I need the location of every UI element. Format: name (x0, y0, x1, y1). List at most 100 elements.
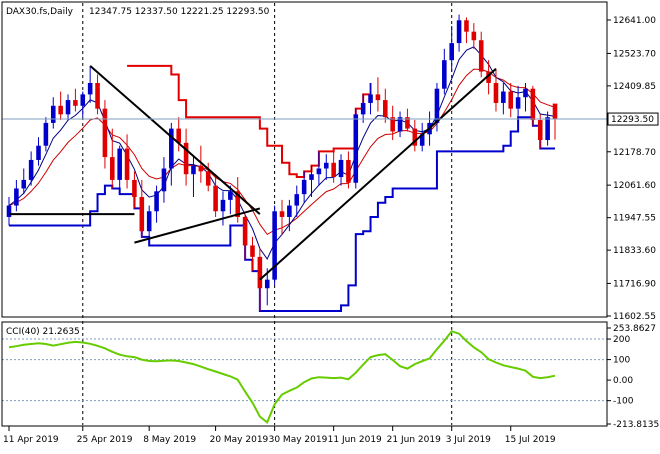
candle-body (228, 191, 233, 200)
candle-body (242, 216, 248, 246)
candle-body (486, 71, 491, 83)
time-tick-label: 15 Jul 2019 (505, 435, 556, 445)
candle-body (124, 148, 130, 180)
price-tick-label: 12061.60 (613, 181, 656, 191)
candle-body (176, 128, 181, 143)
candle-body (545, 117, 550, 141)
candle-body (6, 205, 12, 217)
candle-body (257, 256, 263, 289)
candle-body (21, 179, 27, 189)
candle-body (14, 188, 19, 206)
candle-body (117, 148, 122, 180)
time-axis: 11 Apr 2019 25 Apr 2019 8 May 2019 20 May 2… (3, 426, 556, 445)
time-tick-label: 11 Apr 2019 (3, 435, 59, 445)
cci-tick-label: -100 (613, 397, 634, 407)
candle-body (368, 94, 373, 103)
price-tick-label: 12178.70 (613, 148, 656, 158)
trendlines (9, 65, 497, 281)
candle-body (58, 105, 63, 115)
candle-body (493, 82, 499, 103)
price-tick-label: 12641.00 (613, 16, 656, 26)
trendline-ascending (259, 67, 497, 281)
candle-body (36, 145, 41, 160)
candle-body (132, 179, 137, 198)
candle-body (449, 43, 454, 61)
candle-body (515, 97, 521, 109)
candle-body (397, 117, 403, 132)
time-tick-label: 25 Apr 2019 (77, 435, 133, 445)
candle-body (316, 168, 322, 175)
time-tick-label: 20 May 2019 (210, 435, 269, 445)
candle-body (169, 128, 174, 169)
candle-body (279, 211, 285, 217)
candle-body (375, 94, 381, 101)
support-trail (9, 116, 555, 313)
price-tick-label: 11716.90 (613, 279, 656, 289)
time-tick-label: 3 Jul 2019 (446, 435, 491, 445)
candle-body (43, 122, 49, 146)
candles (6, 14, 558, 312)
current-price-label: 12293.50 (611, 115, 654, 125)
trendline-ascending-short (134, 207, 261, 244)
trendline-descending (89, 65, 261, 215)
candle-body (205, 171, 211, 186)
candle-body (501, 91, 506, 103)
price-tick-label: 12523.70 (613, 49, 656, 59)
candle-body (235, 191, 241, 217)
candle-body (50, 105, 56, 123)
candle-body (338, 159, 344, 178)
current-price-tag (607, 112, 659, 126)
candle-body (456, 20, 462, 44)
price-tick-label: 11833.60 (613, 246, 656, 256)
candle-body (73, 100, 78, 106)
candle-body (383, 100, 388, 118)
price-tick-label: 12409.85 (613, 82, 656, 92)
candle-body (250, 245, 255, 257)
cci-tick-label: 100 (613, 356, 630, 366)
cci-panel-frame (1, 321, 608, 427)
time-tick-label: 11 Jun 2019 (328, 435, 382, 445)
candle-body (552, 103, 558, 120)
candle-body (102, 108, 108, 158)
candle-body (508, 91, 514, 109)
trailing-stops (9, 64, 555, 313)
cci-label: CCI(40) 21.2635 (6, 327, 80, 337)
candle-body (154, 191, 159, 212)
candle-body (294, 194, 300, 206)
candle-body (471, 31, 477, 41)
candle-body (139, 197, 145, 232)
candle-body (419, 134, 425, 146)
candle-body (309, 174, 314, 180)
candle-body (412, 128, 418, 146)
candle-body (360, 102, 366, 115)
candle-body (191, 165, 196, 175)
cci-tick-label: 0.00 (613, 376, 633, 386)
candle-body (87, 82, 93, 95)
cci-tick-label: -213.8135 (613, 420, 659, 430)
candle-body (287, 205, 292, 217)
resistance-trail (127, 64, 372, 179)
candle-body (346, 159, 351, 183)
price-tick-label: 11947.55 (613, 214, 656, 224)
candle-body (331, 162, 336, 178)
candle-body (95, 82, 100, 109)
candle-body (264, 279, 270, 289)
time-tick-label: 21 Jun 2019 (387, 435, 441, 445)
main-panel-frame (1, 1, 608, 318)
symbol-timeframe: DAX30.fs,Daily (6, 7, 74, 17)
candle-body (405, 117, 410, 129)
cci-tick-label: 253.8627 (613, 324, 656, 334)
candle-body (146, 211, 152, 232)
candle-body (323, 162, 329, 169)
candle-body (272, 211, 277, 280)
price-tick-label: 11602.55 (613, 312, 656, 322)
slow-ma-line (8, 46, 556, 260)
candle-body (220, 199, 226, 212)
candle-body (65, 100, 71, 115)
cci-tick-label: 200 (613, 335, 630, 345)
ohlc-readout: 12347.75 12337.50 12221.25 12293.50 (89, 7, 270, 17)
candle-body (523, 88, 528, 98)
